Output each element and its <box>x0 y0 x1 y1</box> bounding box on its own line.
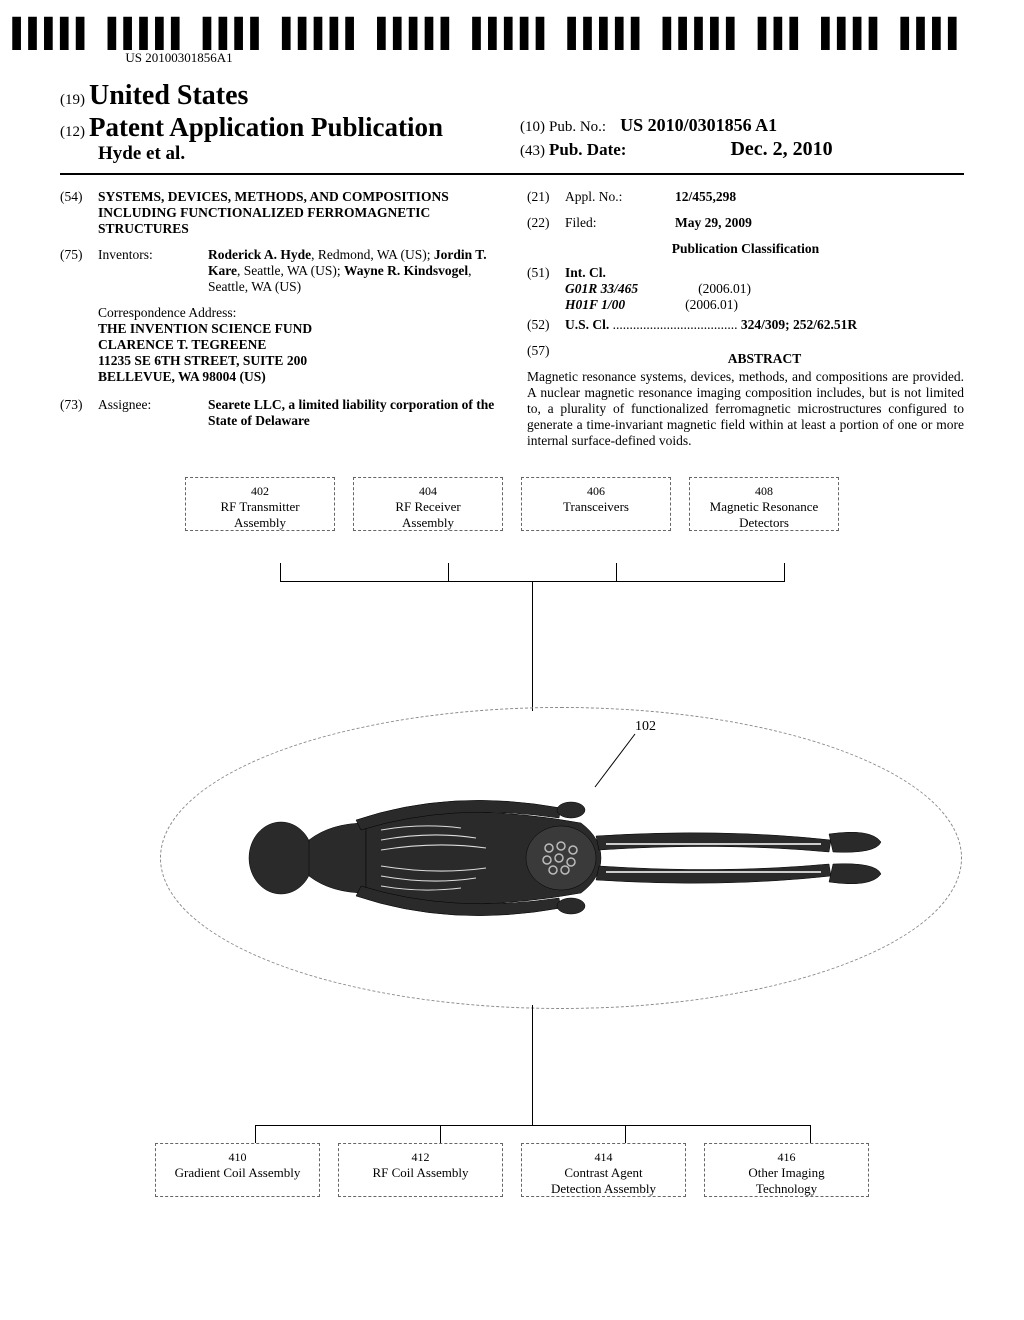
appl-code: (21) <box>527 189 565 205</box>
conn <box>532 1005 533 1125</box>
intcl-code: (51) <box>527 265 565 313</box>
pub-date-label: Pub. Date: <box>549 140 626 159</box>
conn <box>532 581 533 711</box>
patent-page: ▌▌▌▌▌ ▌▌▌▌▌▌▌ ▌▌ ▌▌▌▌▌ ▌▌▌▌ ▌▌▌▌▌ ▌▌▌▌ ▌… <box>0 0 1024 1320</box>
conn <box>625 1125 626 1143</box>
biblio-columns: (54) SYSTEMS, DEVICES, METHODS, AND COMP… <box>60 189 964 449</box>
bottom-boxes-row: 410Gradient Coil Assembly 412RF Coil Asse… <box>60 1143 964 1197</box>
intcl-row: (51) Int. Cl. G01R 33/465(2006.01)H01F 1… <box>527 265 964 313</box>
uscl-body: U.S. Cl. ...............................… <box>565 317 964 333</box>
uscl-row: (52) U.S. Cl. ..........................… <box>527 317 964 333</box>
intcl-entry: H01F 1/00(2006.01) <box>565 297 964 313</box>
abstract-code: (57) <box>527 343 565 367</box>
inventors-code: (75) <box>60 247 98 295</box>
country-code: (19) <box>60 92 85 108</box>
assignee-label: Assignee: <box>98 397 208 429</box>
appl-row: (21) Appl. No.: 12/455,298 <box>527 189 964 205</box>
correspondence-lines: THE INVENTION SCIENCE FUND CLARENCE T. T… <box>98 321 497 385</box>
leader-102 <box>590 732 640 792</box>
intcl-entry: G01R 33/465(2006.01) <box>565 281 964 297</box>
body-ellipse <box>160 707 962 1009</box>
filed-value: May 29, 2009 <box>675 215 964 231</box>
assignee-code: (73) <box>60 397 98 429</box>
conn <box>255 1125 256 1143</box>
pub-date-value: Dec. 2, 2010 <box>730 138 832 160</box>
pub-date-code: (43) <box>520 143 545 159</box>
pub-no-code: (10) <box>520 119 545 135</box>
intcl-body: Int. Cl. G01R 33/465(2006.01)H01F 1/00(2… <box>565 265 964 313</box>
pub-class-heading: Publication Classification <box>527 241 964 257</box>
abstract-body: Magnetic resonance systems, devices, met… <box>527 369 964 449</box>
filed-code: (22) <box>527 215 565 231</box>
abstract-row: (57) ABSTRACT <box>527 343 964 367</box>
conn <box>810 1125 811 1143</box>
inventors-names: Roderick A. Hyde, Redmond, WA (US); Jord… <box>208 247 497 295</box>
correspondence-block: Correspondence Address: THE INVENTION SC… <box>98 305 497 385</box>
conn <box>448 563 449 581</box>
right-column: (21) Appl. No.: 12/455,298 (22) Filed: M… <box>527 189 964 449</box>
assignee-row: (73) Assignee: Searete LLC, a limited li… <box>60 397 497 429</box>
conn <box>440 1125 441 1143</box>
left-column: (54) SYSTEMS, DEVICES, METHODS, AND COMP… <box>60 189 497 449</box>
diagram-box: 414Contrast Agent Detection Assembly <box>521 1143 686 1197</box>
top-boxes-row: 402RF Transmitter Assembly 404RF Receiver… <box>60 477 964 531</box>
appl-label: Appl. No.: <box>565 189 675 205</box>
pub-no-value: US 2010/0301856 A1 <box>620 115 777 135</box>
country-name: United States <box>89 80 248 111</box>
title-code: (54) <box>60 189 98 237</box>
figure-diagram: 400 402RF Transmitter Assembly404RF Rece… <box>60 477 964 1207</box>
conn <box>280 563 281 581</box>
appl-value: 12/455,298 <box>675 189 964 205</box>
filed-label: Filed: <box>565 215 675 231</box>
divider-line <box>60 173 964 175</box>
abstract-heading: ABSTRACT <box>565 351 964 367</box>
barcode-text: US 20100301856A1 <box>0 50 964 66</box>
diagram-box: 412RF Coil Assembly <box>338 1143 503 1197</box>
filed-row: (22) Filed: May 29, 2009 <box>527 215 964 231</box>
diagram-box: 402RF Transmitter Assembly <box>185 477 335 531</box>
header-right: (10) Pub. No.: US 2010/0301856 A1 (43) P… <box>520 115 833 161</box>
title-text: SYSTEMS, DEVICES, METHODS, AND COMPOSITI… <box>98 189 497 237</box>
assignee-text: Searete LLC, a limited liability corpora… <box>208 397 497 429</box>
uscl-code: (52) <box>527 317 565 333</box>
diagram-box: 410Gradient Coil Assembly <box>155 1143 320 1197</box>
pub-type-code: (12) <box>60 124 85 140</box>
diagram-box: 416Other Imaging Technology <box>704 1143 869 1197</box>
inventors-label: Inventors: <box>98 247 208 295</box>
conn <box>255 1125 810 1126</box>
barcode-graphic: ▌▌▌▌▌ ▌▌▌▌▌▌▌ ▌▌ ▌▌▌▌▌ ▌▌▌▌ ▌▌▌▌▌ ▌▌▌▌ ▌… <box>0 20 964 48</box>
diagram-box: 404RF Receiver Assembly <box>353 477 503 531</box>
conn <box>616 563 617 581</box>
diagram-box: 406Transceivers <box>521 477 671 531</box>
conn <box>784 563 785 581</box>
pub-type: Patent Application Publication <box>89 112 443 142</box>
pub-no-label: Pub. No.: <box>549 119 606 135</box>
title-row: (54) SYSTEMS, DEVICES, METHODS, AND COMP… <box>60 189 497 237</box>
human-body-figure <box>221 768 901 948</box>
inventors-row: (75) Inventors: Roderick A. Hyde, Redmon… <box>60 247 497 295</box>
barcode-region: ▌▌▌▌▌ ▌▌▌▌▌▌▌ ▌▌ ▌▌▌▌▌ ▌▌▌▌ ▌▌▌▌▌ ▌▌▌▌ ▌… <box>0 20 964 66</box>
correspondence-label: Correspondence Address: <box>98 305 497 321</box>
diagram-box: 408Magnetic Resonance Detectors <box>689 477 839 531</box>
